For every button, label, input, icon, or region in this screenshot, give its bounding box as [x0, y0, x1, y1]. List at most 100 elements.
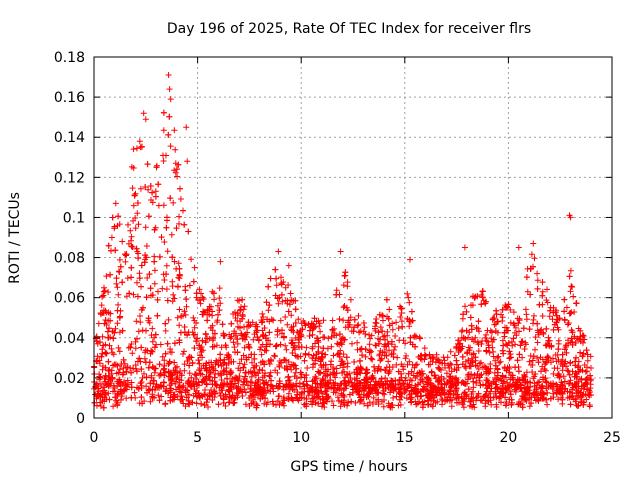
- data-point: [186, 362, 193, 369]
- data-point: [468, 391, 475, 397]
- data-point: [169, 254, 176, 261]
- data-point: [494, 318, 501, 325]
- data-point: [319, 355, 326, 361]
- data-point: [375, 335, 382, 342]
- data-point: [543, 297, 550, 304]
- data-point-peak: [530, 240, 537, 247]
- data-point: [510, 309, 517, 316]
- data-point: [405, 294, 412, 301]
- data-point: [372, 387, 379, 394]
- data-point: [473, 324, 480, 331]
- data-point: [319, 403, 325, 410]
- data-point: [386, 322, 393, 329]
- data-point: [229, 376, 236, 382]
- data-point: [239, 335, 246, 342]
- data-point: [539, 383, 546, 390]
- data-point: [294, 329, 301, 335]
- data-point: [491, 315, 498, 321]
- data-point: [554, 383, 561, 390]
- data-point: [426, 351, 433, 358]
- data-point: [291, 387, 298, 393]
- data-point: [162, 320, 169, 327]
- data-point: [438, 396, 445, 402]
- data-point: [193, 338, 200, 345]
- data-point: [124, 364, 131, 371]
- y-tick-label: 0.16: [54, 90, 85, 106]
- data-point: [101, 394, 108, 401]
- data-point: [189, 399, 196, 406]
- data-point: [105, 334, 112, 341]
- data-point: [102, 373, 109, 380]
- data-point: [113, 275, 120, 282]
- data-point: [368, 355, 375, 362]
- data-point: [216, 285, 223, 292]
- data-point: [520, 325, 527, 332]
- data-point: [475, 393, 481, 400]
- data-point: [536, 301, 543, 308]
- data-point: [493, 384, 500, 391]
- data-point: [182, 389, 189, 396]
- data-point: [304, 365, 311, 371]
- data-point: [506, 369, 513, 376]
- data-point: [164, 297, 171, 304]
- data-point: [398, 318, 405, 325]
- data-point: [523, 274, 530, 281]
- data-point: [223, 365, 230, 371]
- data-point: [99, 333, 106, 340]
- data-point: [249, 392, 256, 399]
- x-tick-label: 15: [396, 430, 414, 446]
- data-point: [99, 293, 106, 300]
- data-point: [344, 283, 351, 290]
- data-point: [129, 244, 136, 250]
- data-point: [453, 361, 460, 368]
- data-point: [351, 316, 358, 323]
- data-point: [539, 391, 546, 398]
- data-point: [436, 366, 443, 372]
- data-point: [369, 401, 376, 407]
- data-point: [535, 329, 542, 336]
- data-point: [453, 376, 460, 383]
- data-point: [523, 369, 530, 376]
- data-point: [575, 368, 582, 375]
- data-point: [240, 381, 246, 388]
- data-point: [386, 364, 393, 371]
- data-point: [510, 376, 517, 383]
- data-point: [228, 358, 235, 365]
- data-point: [303, 344, 310, 351]
- data-point: [346, 391, 353, 398]
- data-point: [204, 317, 211, 324]
- data-point: [188, 354, 195, 361]
- data-point: [180, 351, 186, 357]
- data-point: [170, 199, 177, 206]
- data-point: [103, 273, 110, 280]
- data-point: [132, 225, 139, 232]
- data-point: [427, 361, 434, 368]
- data-point: [272, 266, 279, 273]
- data-point: [138, 306, 145, 313]
- data-point: [354, 322, 361, 329]
- y-tick-label: 0.02: [54, 371, 85, 387]
- data-point: [519, 404, 526, 411]
- data-point: [453, 367, 460, 374]
- data-point: [134, 279, 140, 286]
- data-point: [101, 375, 108, 382]
- data-point: [309, 386, 316, 393]
- data-point: [265, 358, 272, 364]
- data-point: [573, 300, 580, 307]
- data-point: [95, 320, 102, 327]
- data-point-peak: [165, 72, 172, 78]
- data-point: [393, 361, 400, 368]
- data-point: [296, 395, 303, 402]
- data-point: [388, 402, 395, 409]
- data-point: [551, 321, 558, 328]
- data-point: [226, 393, 233, 400]
- x-tick-label: 5: [193, 430, 202, 446]
- data-point: [324, 393, 331, 400]
- data-point: [357, 364, 364, 371]
- data-point: [133, 368, 140, 375]
- data-point: [347, 314, 354, 321]
- data-point: [400, 380, 407, 387]
- data-point: [484, 385, 491, 392]
- data-point: [563, 304, 570, 311]
- data-point: [100, 288, 107, 295]
